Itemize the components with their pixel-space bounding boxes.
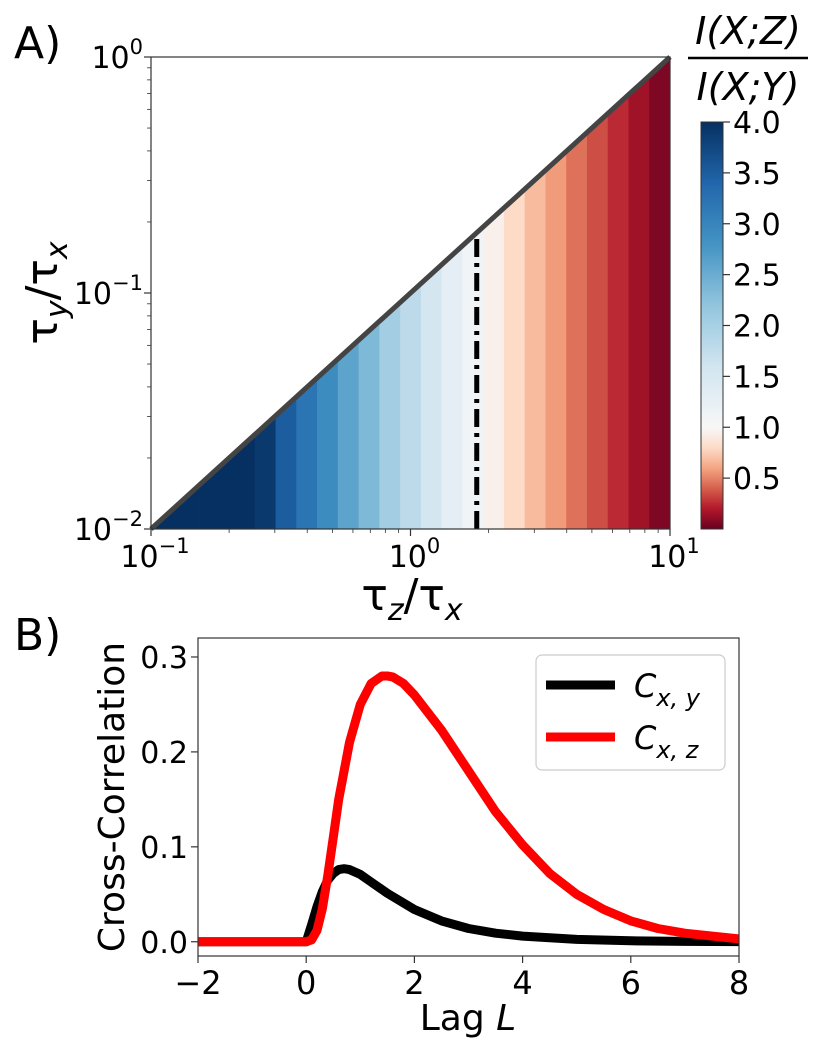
heatmap-y-label: τy/τx [17, 241, 75, 345]
heatmap-column [358, 57, 380, 529]
heatmap-column [296, 57, 318, 529]
colorbar-ticks: 4.0 3.5 3.0 2.5 2.0 1.5 1.0 0.5 [723, 106, 781, 497]
line-plot-y-tick-label: 0.3 [140, 641, 188, 676]
colorbar-tick-label: 2.5 [733, 259, 781, 294]
heatmap-column [275, 57, 297, 529]
line-plot-x-tick-label: 2 [404, 964, 424, 1002]
colorbar-tick-label: 2.0 [733, 310, 781, 345]
heatmap-column [566, 57, 588, 529]
line-plot-x-tick-label: 8 [729, 964, 749, 1002]
heatmap-column [420, 57, 443, 529]
heatmap-column [649, 57, 670, 529]
colorbar [700, 121, 724, 530]
panel-b-label: B) [14, 610, 61, 661]
heatmap-x-tick-label: 100 [389, 534, 441, 575]
legend-label-0: Cx, y [634, 667, 701, 712]
heatmap-column [151, 57, 173, 529]
heatmap-column [171, 57, 194, 529]
heatmap-x-tick-label: 101 [648, 534, 700, 575]
heatmap-column [254, 57, 277, 529]
line-plot-x-tick-label: 6 [621, 964, 641, 1002]
line-plot-x-tick-label: −2 [174, 964, 221, 1002]
colorbar-title-denominator: I(X;Y) [697, 65, 800, 109]
heatmap-column [441, 57, 463, 529]
line-plot-y-ticks: 0.0 0.1 0.2 0.3 [140, 641, 198, 961]
heatmap-column [586, 57, 609, 529]
panel-a-label: A) [14, 18, 61, 69]
line-plot-y-tick-label: 0.1 [140, 831, 188, 866]
legend-items: Cx, y Cx, z [546, 667, 701, 764]
colorbar-tick-label: 1.5 [733, 360, 781, 395]
line-plot-series [198, 671, 739, 947]
colorbar-tick-label: 4.0 [733, 106, 781, 141]
colorbar-tick-label: 1.0 [733, 411, 781, 446]
heatmap-y-tick-label: 10−2 [74, 507, 143, 548]
heatmap-column [607, 57, 630, 529]
heatmap-x-ticks: 10−1 100 101 [120, 529, 700, 575]
line-plot-x-ticks: −2 0 2 4 6 8 [174, 956, 749, 1002]
line-plot-frame [197, 637, 740, 957]
colorbar-tick-label: 3.0 [733, 208, 781, 243]
heatmap-column [379, 57, 401, 529]
line-plot-y-tick-label: 0.2 [140, 736, 188, 771]
heatmap-column [628, 57, 650, 529]
colorbar-tick-label: 0.5 [733, 462, 781, 497]
heatmap-column [483, 57, 505, 529]
heatmap-column [503, 57, 526, 529]
line-plot-x-label: Lag L [420, 998, 516, 1039]
line-plot-y-tick-label: 0.0 [140, 926, 188, 961]
heatmap-column [545, 57, 567, 529]
line-plot-y-label: Cross-Correlation [92, 642, 133, 952]
heatmap-column [524, 57, 547, 529]
colorbar-tick-label: 3.5 [733, 157, 781, 192]
line-plot-x-tick-label: 4 [512, 964, 532, 1002]
diagonal-boundary [149, 55, 672, 531]
heatmap-y-ticks: 10−2 10−1 100 [74, 35, 151, 548]
series-line-1 [198, 671, 739, 947]
heatmap-x-label: τz/τx [361, 570, 463, 628]
colorbar-title-numerator: I(X;Z) [695, 9, 801, 53]
heatmap-column [462, 57, 484, 529]
heatmap-column [192, 57, 214, 529]
heatmap-y-tick-label: 10−1 [74, 271, 143, 312]
heatmap-column [317, 57, 339, 529]
heatmap-column [234, 57, 256, 529]
heatmap-column [337, 57, 360, 529]
heatmap-x-tick-label: 10−1 [120, 534, 189, 575]
heatmap-y-tick-label: 100 [91, 35, 143, 76]
legend-label-1: Cx, z [634, 719, 700, 764]
line-plot-x-tick-label: 0 [296, 964, 316, 1002]
